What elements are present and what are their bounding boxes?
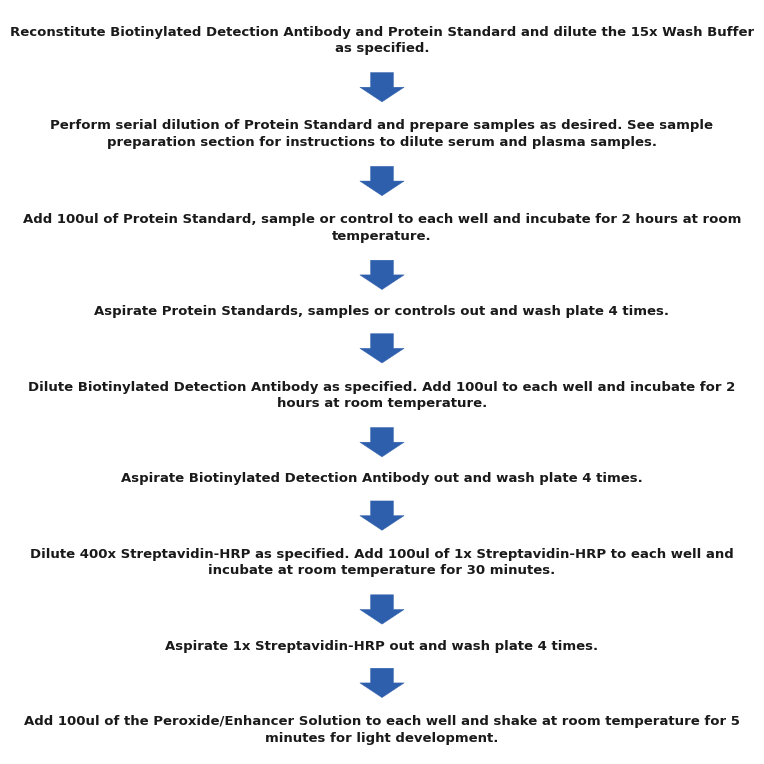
Polygon shape — [360, 668, 404, 698]
Text: Reconstitute Biotinylated Detection Antibody and Protein Standard and dilute the: Reconstitute Biotinylated Detection Anti… — [10, 25, 754, 55]
Polygon shape — [360, 167, 404, 196]
Polygon shape — [360, 501, 404, 530]
Text: Dilute Biotinylated Detection Antibody as specified. Add 100ul to each well and : Dilute Biotinylated Detection Antibody a… — [28, 380, 736, 410]
Text: Aspirate 1x Streptavidin-HRP out and wash plate 4 times.: Aspirate 1x Streptavidin-HRP out and was… — [166, 639, 598, 652]
Text: Add 100ul of the Peroxide/Enhancer Solution to each well and shake at room tempe: Add 100ul of the Peroxide/Enhancer Solut… — [24, 715, 740, 745]
Polygon shape — [360, 595, 404, 624]
Text: Add 100ul of Protein Standard, sample or control to each well and incubate for 2: Add 100ul of Protein Standard, sample or… — [23, 213, 741, 243]
Text: Aspirate Protein Standards, samples or controls out and wash plate 4 times.: Aspirate Protein Standards, samples or c… — [95, 305, 669, 318]
Polygon shape — [360, 73, 404, 102]
Polygon shape — [360, 334, 404, 363]
Polygon shape — [360, 428, 404, 457]
Text: Dilute 400x Streptavidin-HRP as specified. Add 100ul of 1x Streptavidin-HRP to e: Dilute 400x Streptavidin-HRP as specifie… — [30, 548, 734, 578]
Polygon shape — [360, 261, 404, 290]
Text: Aspirate Biotinylated Detection Antibody out and wash plate 4 times.: Aspirate Biotinylated Detection Antibody… — [121, 472, 643, 485]
Text: Perform serial dilution of Protein Standard and prepare samples as desired. See : Perform serial dilution of Protein Stand… — [50, 119, 714, 149]
